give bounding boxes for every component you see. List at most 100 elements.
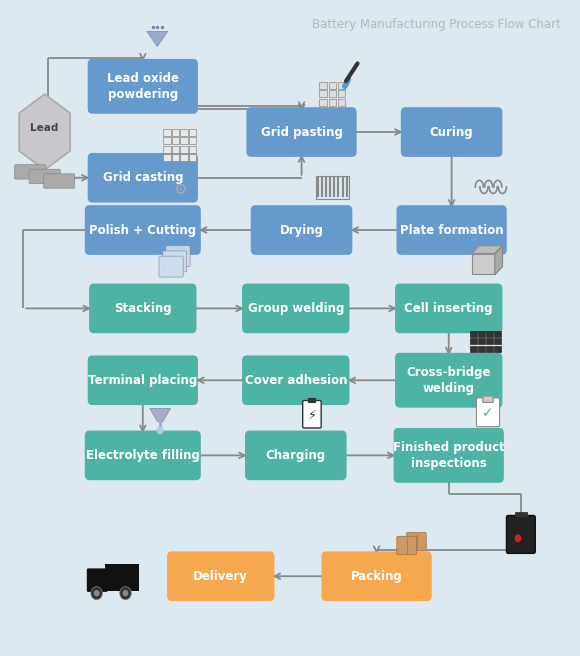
Text: Cell inserting: Cell inserting	[404, 302, 493, 315]
FancyBboxPatch shape	[159, 256, 183, 277]
Polygon shape	[472, 246, 502, 253]
Polygon shape	[19, 94, 70, 170]
FancyBboxPatch shape	[162, 251, 187, 272]
FancyBboxPatch shape	[163, 129, 171, 136]
FancyBboxPatch shape	[478, 331, 485, 337]
Text: Grid pasting: Grid pasting	[260, 125, 342, 138]
Polygon shape	[147, 31, 168, 47]
FancyBboxPatch shape	[251, 205, 352, 255]
FancyBboxPatch shape	[472, 253, 495, 274]
FancyBboxPatch shape	[172, 146, 179, 153]
FancyBboxPatch shape	[242, 283, 350, 333]
FancyBboxPatch shape	[303, 401, 321, 428]
FancyBboxPatch shape	[470, 331, 477, 337]
Text: Curing: Curing	[430, 125, 473, 138]
Text: Plate formation: Plate formation	[400, 224, 503, 237]
Circle shape	[119, 586, 131, 600]
Text: Lead oxide
powdering: Lead oxide powdering	[107, 72, 179, 101]
FancyBboxPatch shape	[189, 146, 197, 153]
FancyBboxPatch shape	[494, 331, 501, 337]
FancyBboxPatch shape	[180, 137, 188, 144]
FancyBboxPatch shape	[395, 283, 502, 333]
FancyBboxPatch shape	[88, 356, 198, 405]
FancyBboxPatch shape	[476, 398, 499, 426]
Circle shape	[91, 586, 103, 600]
FancyBboxPatch shape	[329, 82, 336, 89]
FancyBboxPatch shape	[515, 512, 527, 518]
FancyBboxPatch shape	[486, 331, 493, 337]
Text: Cover adhesion: Cover adhesion	[245, 374, 347, 387]
FancyBboxPatch shape	[189, 129, 197, 136]
Text: ✓: ✓	[482, 407, 494, 420]
Text: Stacking: Stacking	[114, 302, 172, 315]
FancyBboxPatch shape	[166, 246, 190, 266]
Text: Terminal placing: Terminal placing	[88, 374, 197, 387]
FancyBboxPatch shape	[246, 107, 357, 157]
FancyBboxPatch shape	[245, 430, 347, 480]
FancyBboxPatch shape	[172, 137, 179, 144]
Text: Grid casting: Grid casting	[103, 171, 183, 184]
FancyBboxPatch shape	[14, 165, 46, 179]
FancyBboxPatch shape	[163, 154, 171, 161]
FancyBboxPatch shape	[407, 533, 426, 551]
FancyBboxPatch shape	[163, 146, 171, 153]
FancyBboxPatch shape	[321, 552, 432, 601]
FancyBboxPatch shape	[320, 98, 327, 106]
FancyBboxPatch shape	[88, 59, 198, 113]
FancyBboxPatch shape	[395, 353, 502, 407]
Text: Drying: Drying	[280, 224, 324, 237]
FancyBboxPatch shape	[189, 154, 197, 161]
FancyBboxPatch shape	[88, 153, 198, 203]
Text: Polish + Cutting: Polish + Cutting	[89, 224, 197, 237]
FancyBboxPatch shape	[172, 154, 179, 161]
FancyBboxPatch shape	[320, 82, 327, 89]
FancyBboxPatch shape	[180, 146, 188, 153]
Text: Cross-bridge
welding: Cross-bridge welding	[407, 366, 491, 395]
Circle shape	[157, 426, 164, 434]
FancyBboxPatch shape	[89, 283, 197, 333]
Text: ⚡: ⚡	[307, 409, 316, 421]
FancyBboxPatch shape	[180, 129, 188, 136]
FancyBboxPatch shape	[397, 205, 507, 255]
FancyBboxPatch shape	[189, 137, 197, 144]
FancyBboxPatch shape	[172, 129, 179, 136]
FancyBboxPatch shape	[338, 98, 346, 106]
Circle shape	[94, 590, 100, 596]
Text: ⚙: ⚙	[173, 181, 187, 196]
FancyBboxPatch shape	[320, 91, 327, 97]
FancyBboxPatch shape	[401, 107, 502, 157]
FancyBboxPatch shape	[329, 98, 336, 106]
FancyBboxPatch shape	[329, 91, 336, 97]
Text: Packing: Packing	[351, 569, 403, 583]
FancyBboxPatch shape	[470, 338, 477, 344]
FancyBboxPatch shape	[106, 564, 139, 590]
FancyBboxPatch shape	[29, 169, 60, 184]
FancyBboxPatch shape	[494, 338, 501, 344]
Polygon shape	[150, 408, 171, 421]
Text: Group welding: Group welding	[248, 302, 344, 315]
Polygon shape	[495, 246, 502, 274]
FancyBboxPatch shape	[338, 91, 346, 97]
FancyBboxPatch shape	[163, 137, 171, 144]
FancyBboxPatch shape	[483, 396, 493, 403]
FancyBboxPatch shape	[242, 356, 350, 405]
FancyBboxPatch shape	[85, 205, 201, 255]
Text: Finished product
inspections: Finished product inspections	[393, 441, 505, 470]
Text: Battery Manufacturing Process Flow Chart: Battery Manufacturing Process Flow Chart	[313, 18, 561, 31]
FancyBboxPatch shape	[397, 537, 416, 555]
Circle shape	[514, 535, 521, 543]
FancyBboxPatch shape	[470, 346, 477, 352]
FancyBboxPatch shape	[394, 428, 504, 483]
FancyBboxPatch shape	[478, 338, 485, 344]
FancyBboxPatch shape	[338, 82, 346, 89]
Text: Lead: Lead	[31, 123, 59, 133]
FancyBboxPatch shape	[309, 398, 316, 402]
FancyBboxPatch shape	[87, 568, 108, 592]
FancyBboxPatch shape	[180, 154, 188, 161]
FancyBboxPatch shape	[486, 346, 493, 352]
FancyBboxPatch shape	[486, 338, 493, 344]
FancyBboxPatch shape	[494, 346, 501, 352]
Text: Delivery: Delivery	[193, 569, 248, 583]
FancyBboxPatch shape	[506, 516, 535, 554]
FancyBboxPatch shape	[167, 552, 274, 601]
